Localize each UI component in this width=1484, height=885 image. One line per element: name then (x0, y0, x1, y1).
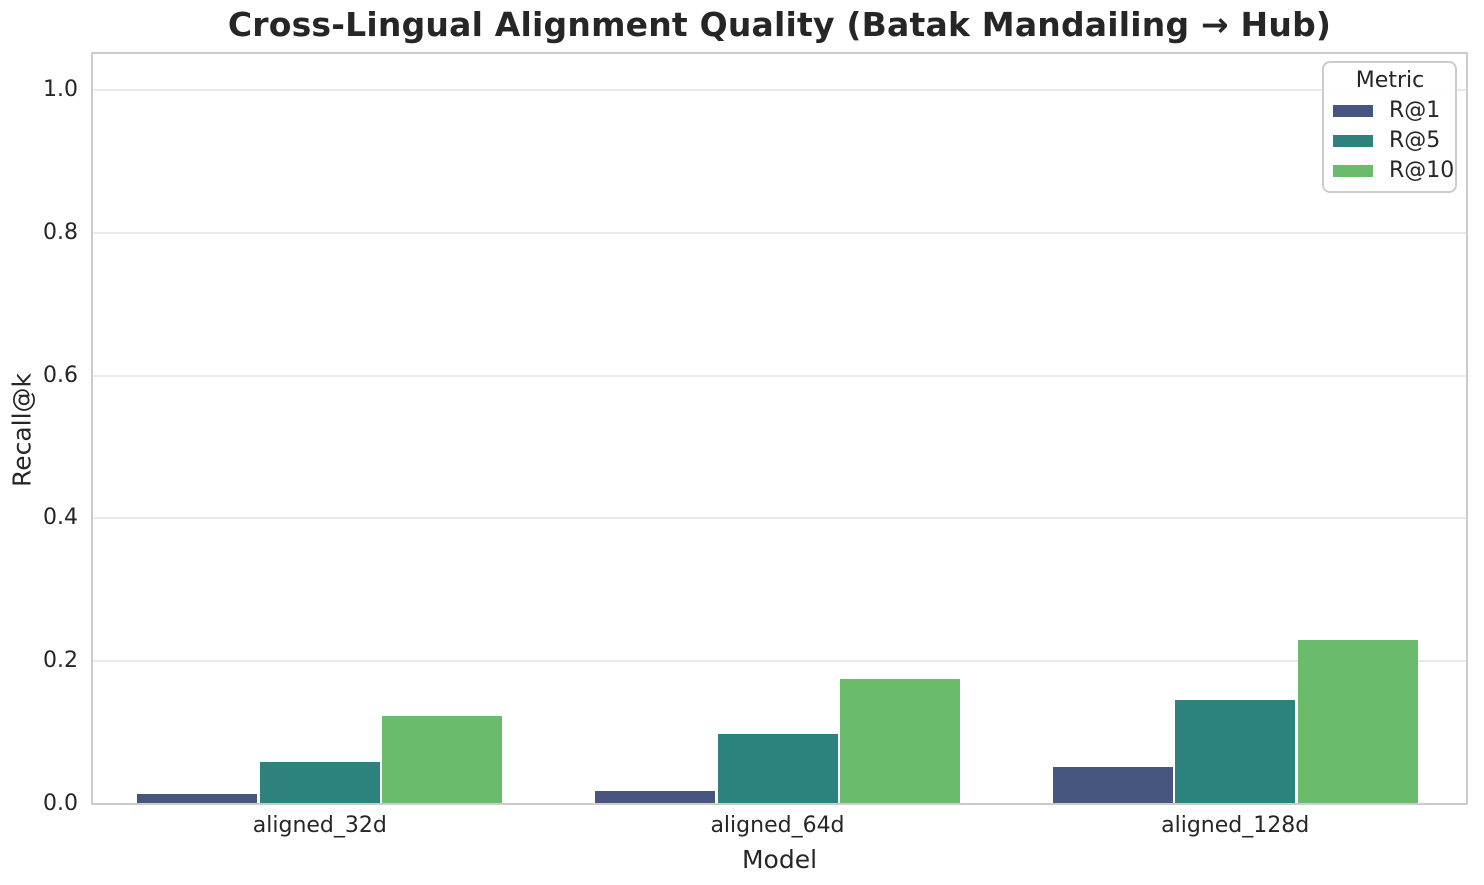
legend-item-label: R@5 (1389, 128, 1441, 153)
y-tick-label: 0.6 (43, 362, 78, 388)
legend-swatch-icon (1333, 165, 1373, 177)
bar-r10-aligned_64d (840, 679, 960, 803)
y-tick-label: 1.0 (43, 77, 78, 102)
chart-title: Cross-Lingual Alignment Quality (Batak M… (227, 5, 1332, 44)
gridline (93, 374, 1466, 377)
x-tick-label: aligned_32d (252, 813, 387, 838)
gridline (93, 517, 1466, 520)
gridline (93, 231, 1466, 234)
gridline (93, 89, 1466, 91)
legend-item: R@5 (1333, 126, 1447, 156)
y-tick-label: 0.2 (43, 648, 78, 674)
bar-r1-aligned_128d (1052, 767, 1173, 803)
bar-r5-aligned_64d (717, 734, 838, 803)
y-tick-label: 0.8 (43, 219, 78, 245)
legend-swatch-icon (1333, 105, 1373, 117)
plot-area (91, 52, 1468, 805)
legend-item-label: R@10 (1389, 158, 1455, 183)
legend-item-label: R@1 (1389, 98, 1441, 123)
bar-r5-aligned_128d (1175, 700, 1296, 803)
legend-items: R@1 R@5 R@10 (1333, 96, 1454, 186)
legend-item: R@10 (1333, 156, 1454, 186)
legend-swatch-icon (1333, 135, 1373, 147)
legend-item: R@1 (1333, 96, 1447, 126)
x-tick-label: aligned_64d (710, 813, 845, 838)
y-tick-label: 0.4 (43, 505, 78, 531)
bar-r5-aligned_32d (259, 762, 380, 803)
legend: Metric R@1 R@5 R@10 (1322, 61, 1457, 193)
legend-title: Metric (1355, 68, 1425, 93)
bar-r10-aligned_32d (382, 716, 503, 803)
bar-r1-aligned_32d (137, 794, 258, 803)
x-tick-label: aligned_128d (1161, 813, 1310, 838)
y-tick-label: 0.0 (43, 791, 78, 816)
y-axis-label: Recall@k (7, 372, 37, 488)
x-axis-label: Model (741, 845, 818, 874)
gridline (93, 660, 1466, 663)
bar-r10-aligned_128d (1297, 640, 1418, 803)
bar-r1-aligned_64d (595, 791, 715, 803)
